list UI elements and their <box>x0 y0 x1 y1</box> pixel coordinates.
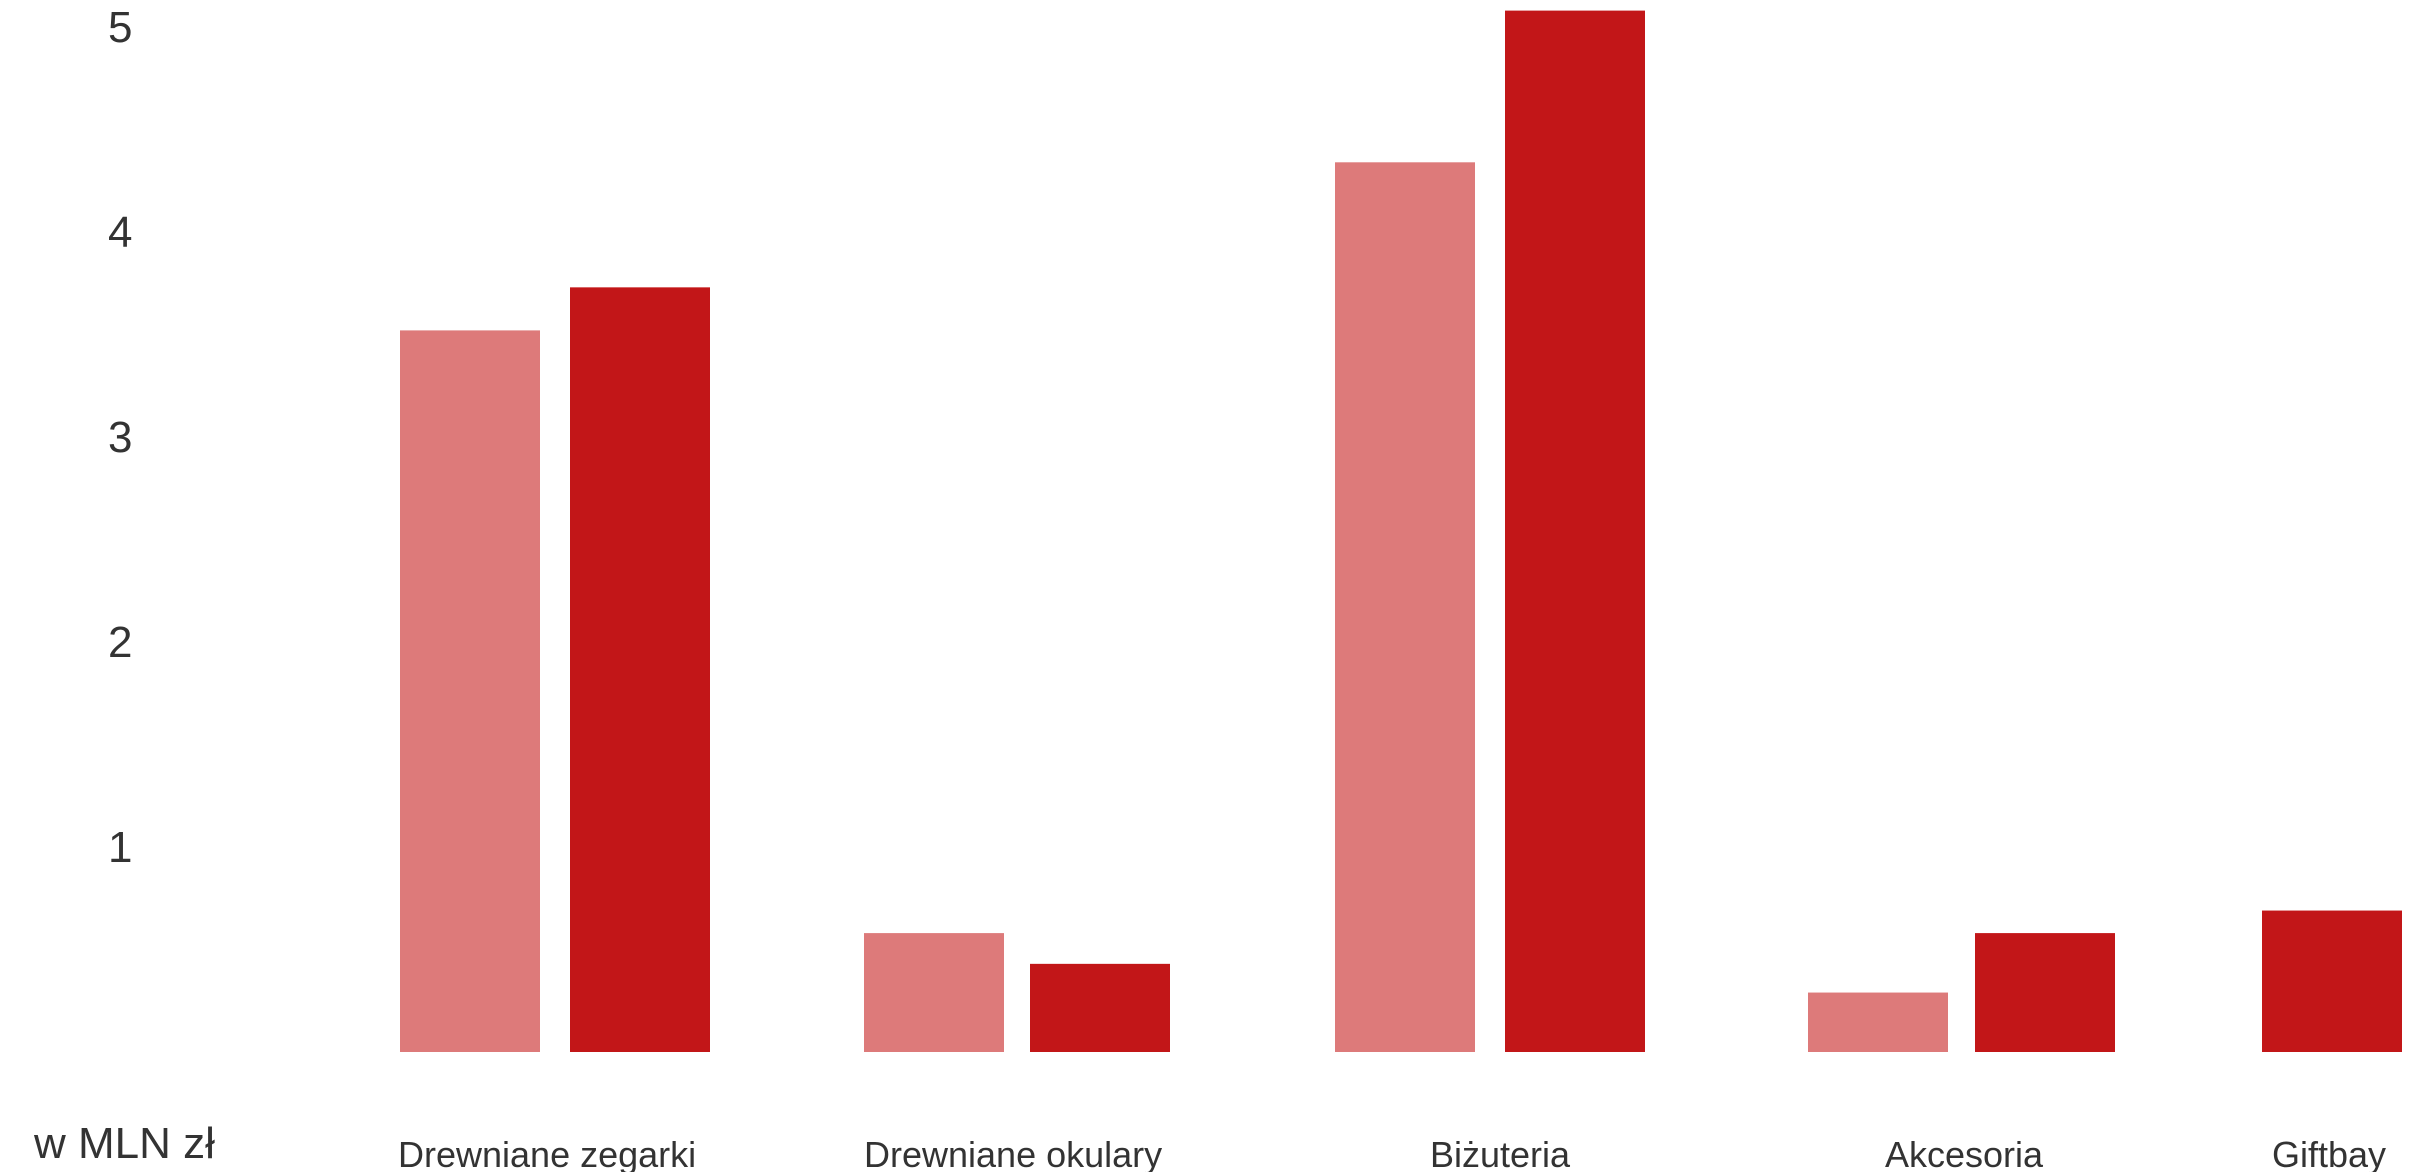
bar <box>1030 963 1170 1052</box>
bar <box>1975 933 2115 1052</box>
y-tick-label: 4 <box>108 208 132 257</box>
bar <box>570 287 710 1053</box>
x-tick-label: Giftbay <box>2272 1134 2386 1172</box>
x-tick-label: Drewniane okulary <box>864 1134 1162 1172</box>
y-tick-label: 1 <box>108 823 132 872</box>
x-tick-label: Biżuteria <box>1430 1134 1571 1172</box>
y-tick-label: 3 <box>108 413 132 462</box>
bar <box>864 933 1004 1052</box>
y-tick-label: 2 <box>108 618 132 667</box>
x-axis: Drewniane zegarki Drewniane okulary Biżute… <box>398 1134 2386 1172</box>
bar <box>400 330 540 1052</box>
x-tick-label: Drewniane zegarki <box>398 1134 696 1172</box>
bar <box>1505 10 1645 1053</box>
bars <box>400 10 2402 1053</box>
bar <box>2262 910 2402 1052</box>
y-tick-label: 5 <box>108 3 132 52</box>
unit-label: w MLN zł <box>33 1119 215 1168</box>
x-tick-label: Akcesoria <box>1885 1134 2044 1172</box>
y-axis: 1 2 3 4 5 <box>108 3 132 872</box>
bar <box>1335 162 1475 1053</box>
bar <box>1808 992 1948 1052</box>
